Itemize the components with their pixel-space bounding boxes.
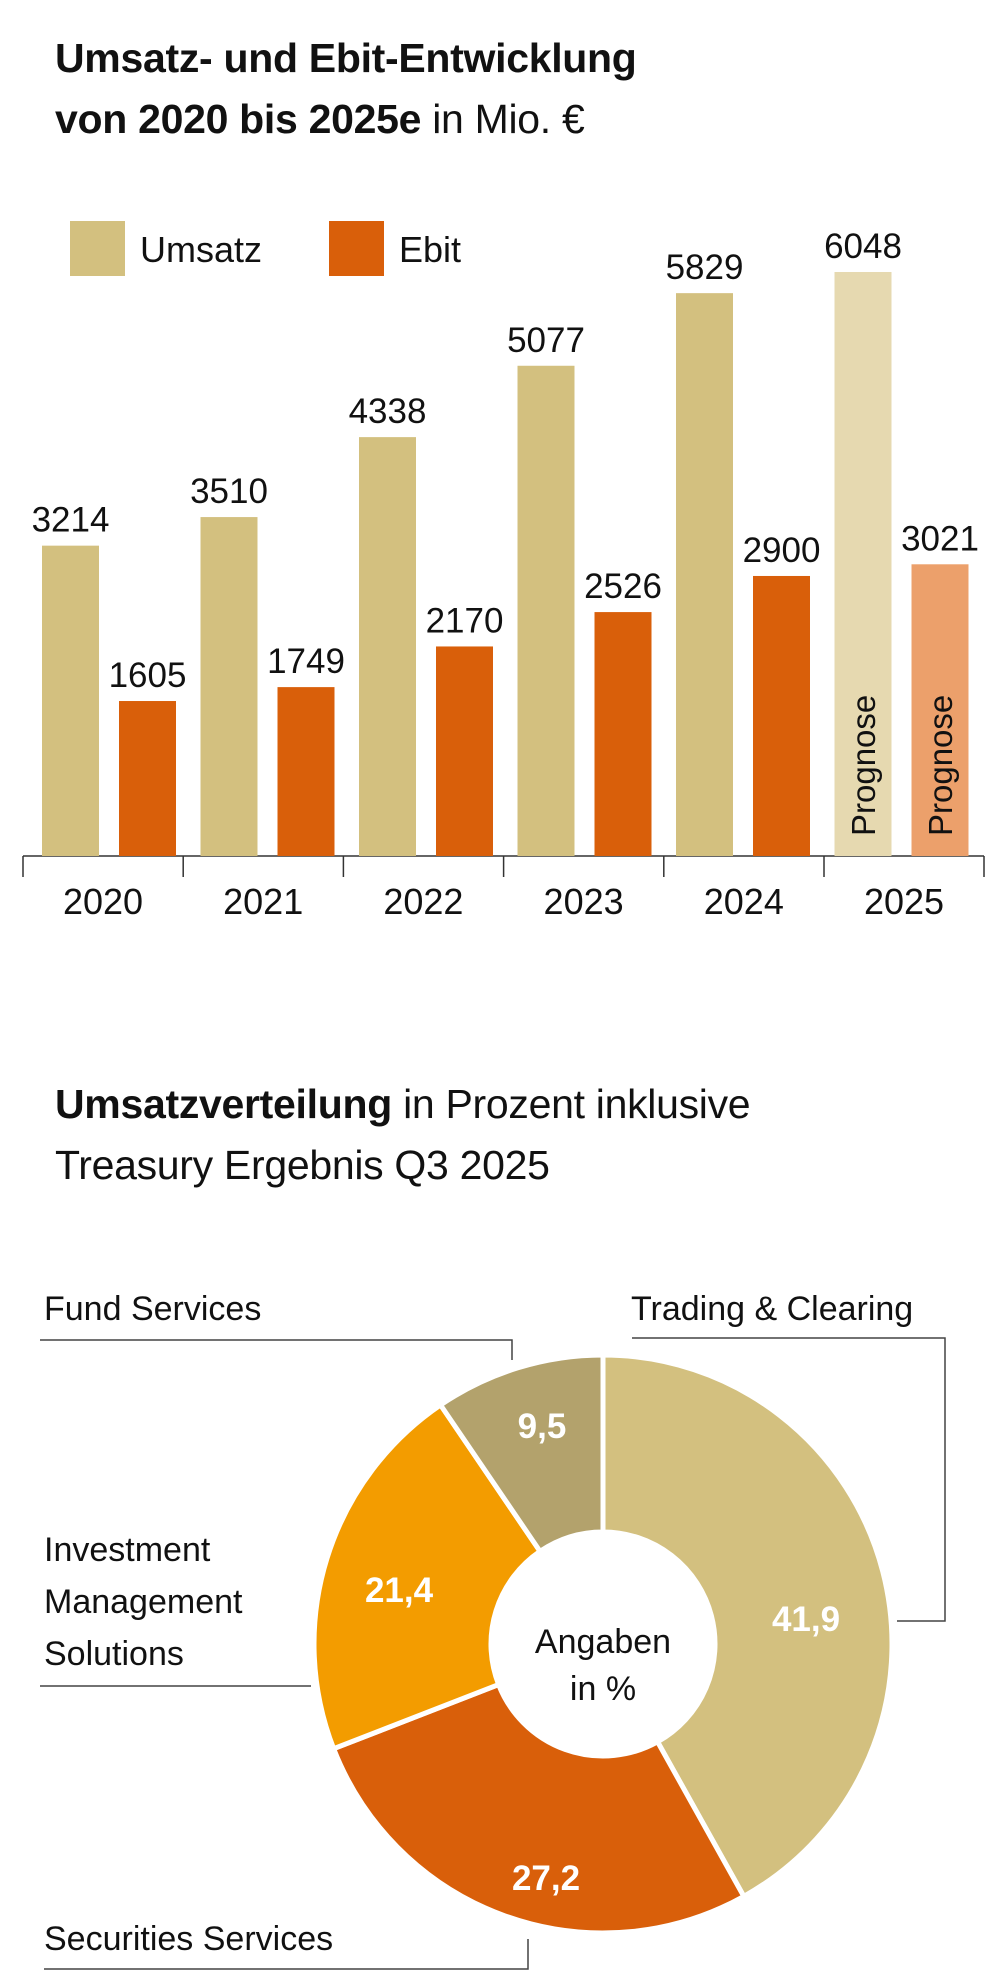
slice-name-trading-clearing: Trading & Clearing (631, 1290, 913, 1328)
bar-umsatz-2022 (359, 437, 416, 856)
legend-swatch-ebit (329, 221, 384, 276)
slice-name-securities-services: Securities Services (44, 1920, 333, 1958)
bar-ebit-2022 (436, 646, 493, 856)
bar-ebit-2023 (594, 612, 652, 856)
leader-line (40, 1339, 513, 1360)
bar-title-unit: in Mio. € (432, 96, 585, 142)
bar-umsatz-2023 (517, 365, 575, 856)
forecast-label: Prognose (922, 695, 959, 836)
data-label-ebit-2024: 2900 (743, 531, 821, 570)
data-label-ebit-2021: 1749 (267, 642, 345, 681)
slice-value-label: 9,5 (518, 1407, 567, 1446)
x-tick-label-2021: 2021 (223, 881, 303, 922)
bar-umsatz-2024 (676, 293, 733, 856)
bar-title-bold: von 2020 bis 2025e (55, 96, 422, 142)
donut-chart-title: Umsatzverteilung in Prozent inklusive Tr… (55, 1074, 751, 1196)
data-label-umsatz-2023: 5077 (507, 321, 585, 360)
legend-swatch-umsatz (70, 221, 125, 276)
x-tick-label-2023: 2023 (544, 881, 624, 922)
x-tick-label-2024: 2024 (704, 881, 784, 922)
data-label-umsatz-2025: 6048 (824, 227, 902, 266)
leader-line (632, 1337, 946, 1622)
data-label-umsatz-2020: 3214 (32, 501, 110, 540)
bar-chart-title: Umsatz- und Ebit-Entwicklung von 2020 bi… (55, 28, 637, 150)
center-label: Angaben (535, 1623, 671, 1661)
bar-ebit-2024 (753, 575, 810, 856)
slice-name-investment-management: Investment (44, 1531, 211, 1569)
data-label-ebit-2023: 2526 (584, 567, 662, 606)
donut-title-line2: Treasury Ergebnis Q3 2025 (55, 1142, 550, 1188)
slice-value-label: 41,9 (772, 1600, 840, 1639)
bar-umsatz-2025 (834, 272, 892, 856)
slice-name-investment-management: Management (44, 1583, 243, 1621)
bar-title-line1: Umsatz- und Ebit-Entwicklung (55, 35, 637, 81)
x-tick-label-2022: 2022 (383, 881, 463, 922)
data-label-umsatz-2022: 4338 (349, 392, 427, 431)
donut-slice-1 (330, 1681, 748, 1936)
legend-label-umsatz: Umsatz (140, 229, 262, 270)
center-label: in % (570, 1670, 636, 1708)
x-tick-label-2025: 2025 (864, 881, 944, 922)
x-tick-label-2020: 2020 (63, 881, 143, 922)
bar-ebit-2020 (119, 701, 176, 856)
slice-value-label: 27,2 (512, 1859, 580, 1898)
donut-slice-2 (311, 1401, 544, 1752)
data-label-ebit-2022: 2170 (426, 601, 504, 640)
slice-value-label: 21,4 (365, 1571, 434, 1610)
donut-slice-0 (600, 1352, 895, 1900)
donut-slice-3 (437, 1352, 606, 1555)
legend-label-ebit: Ebit (399, 229, 461, 270)
forecast-label: Prognose (845, 695, 882, 836)
bar-umsatz-2020 (42, 545, 99, 856)
data-label-ebit-2020: 1605 (109, 656, 187, 695)
bar-ebit-2025 (911, 564, 969, 856)
data-label-ebit-2025: 3021 (901, 519, 979, 558)
data-label-umsatz-2024: 5829 (666, 248, 744, 287)
bar-ebit-2021 (277, 687, 335, 856)
donut-title-bold: Umsatzverteilung (55, 1081, 392, 1127)
slice-name-investment-management: Solutions (44, 1635, 184, 1673)
leader-line (44, 1939, 529, 1970)
bar-umsatz-2021 (200, 517, 258, 856)
donut-title-rest: in Prozent inklusive (403, 1081, 751, 1127)
slice-name-fund-services: Fund Services (44, 1290, 261, 1328)
data-label-umsatz-2021: 3510 (190, 472, 268, 511)
